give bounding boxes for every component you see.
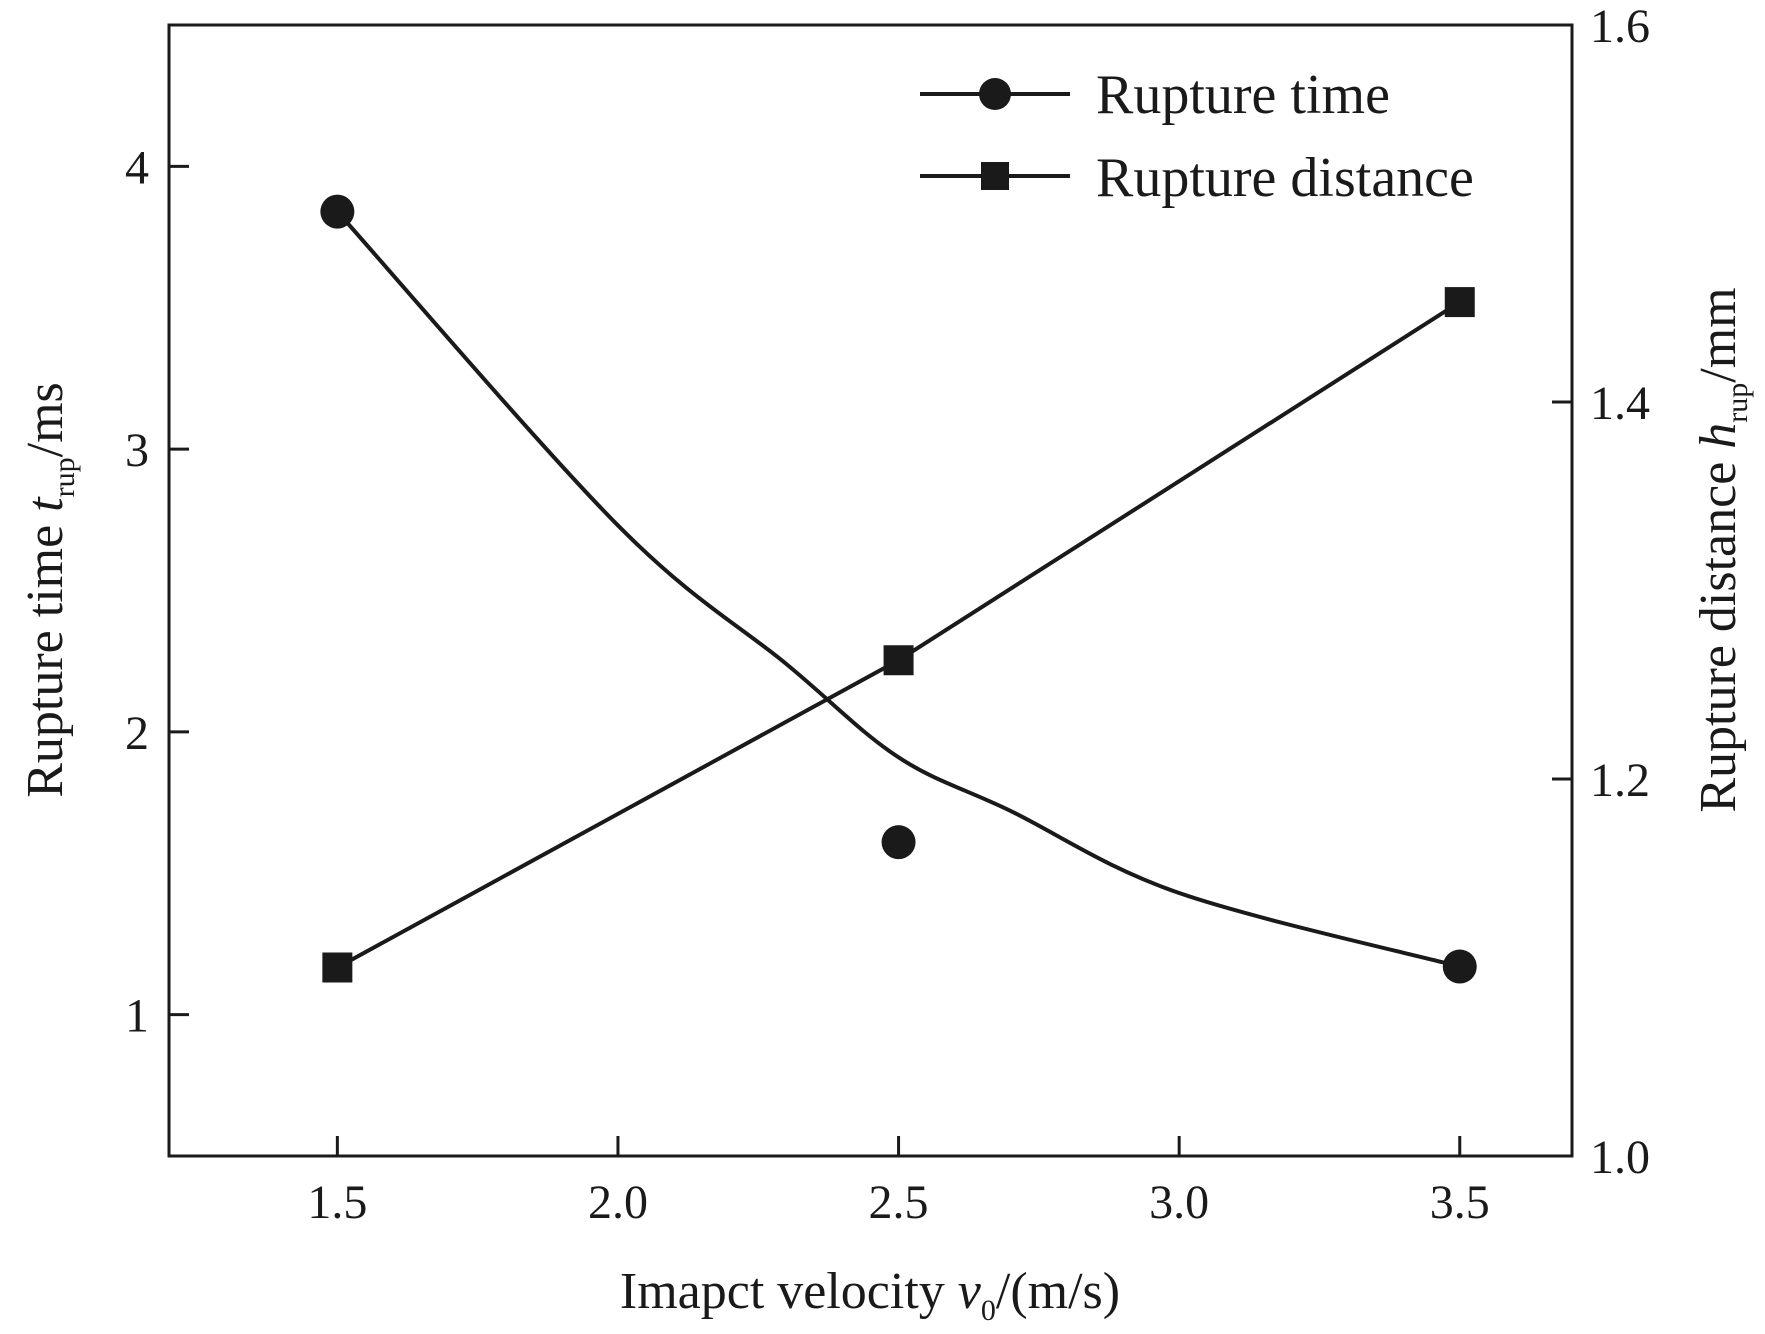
x-axis-title-main: Imapct velocity <box>620 1263 958 1320</box>
x-tick-label: 2.5 <box>869 1176 929 1229</box>
x-axis-title-var: v <box>958 1263 982 1320</box>
x-tick-label: 1.5 <box>307 1176 367 1229</box>
legend-label-rupture-time: Rupture time <box>1096 64 1390 126</box>
x-axis-title-sub: 0 <box>981 1294 996 1327</box>
x-tick-label: 3.5 <box>1430 1176 1490 1229</box>
legend-marker-square <box>981 162 1009 190</box>
rupture-time-point <box>881 825 916 860</box>
y-left-tick-label: 2 <box>125 707 149 760</box>
x-axis-title: Imapct velocity v0/(m/s) <box>620 1263 1120 1327</box>
y-left-tick-label: 1 <box>125 990 149 1043</box>
left-axis-title: Rupture time trup/ms <box>17 382 81 798</box>
rupture-time-point <box>320 194 355 229</box>
svg-text:Rupture distance hrup/mm: Rupture distance hrup/mm <box>1690 287 1754 812</box>
left-axis-title-sub: rup <box>48 457 81 497</box>
y-right-tick-label: 1.6 <box>1590 0 1650 53</box>
ticks: 1.5 2.0 2.5 3.0 3.5 1 2 3 4 1.0 1.2 1.4 1.6 <box>125 0 1650 1229</box>
svg-text:Imapct velocity v0/(m/s): Imapct velocity v0/(m/s) <box>620 1263 1120 1327</box>
rupture-distance-point <box>322 952 353 983</box>
y-left-tick-label: 3 <box>125 424 149 477</box>
x-axis-title-unit: /(m/s) <box>996 1263 1120 1320</box>
right-axis-title-var: h <box>1690 423 1747 449</box>
y-right-tick-label: 1.4 <box>1590 377 1650 430</box>
right-axis-title: Rupture distance hrup/mm <box>1690 287 1754 812</box>
x-tick-label: 2.0 <box>588 1176 648 1229</box>
markers <box>320 194 1477 984</box>
left-axis-title-var: t <box>17 496 74 512</box>
y-right-tick-label: 1.2 <box>1590 754 1650 807</box>
plot-frame <box>167 23 1574 1158</box>
svg-text:Rupture time trup/ms: Rupture time trup/ms <box>17 382 81 798</box>
y-right-tick-label: 1.0 <box>1590 1131 1650 1184</box>
legend-label-rupture-distance: Rupture distance <box>1096 147 1474 209</box>
rupture-time-point <box>1442 949 1477 984</box>
left-axis-title-unit: /ms <box>17 382 74 457</box>
right-axis-title-main: Rupture distance <box>1690 449 1747 813</box>
x-tick-label: 3.0 <box>1149 1176 1209 1229</box>
legend: Rupture time Rupture distance <box>920 64 1474 209</box>
y-left-tick-label: 4 <box>125 141 149 194</box>
rupture-time-curve <box>335 210 1461 969</box>
left-axis-title-main: Rupture time <box>17 512 74 798</box>
rupture-distance-point <box>1444 287 1475 318</box>
right-axis-title-sub: rup <box>1721 383 1754 423</box>
legend-marker-circle <box>979 78 1011 110</box>
rupture-distance-point <box>883 645 914 676</box>
right-axis-title-unit: /mm <box>1690 287 1747 382</box>
